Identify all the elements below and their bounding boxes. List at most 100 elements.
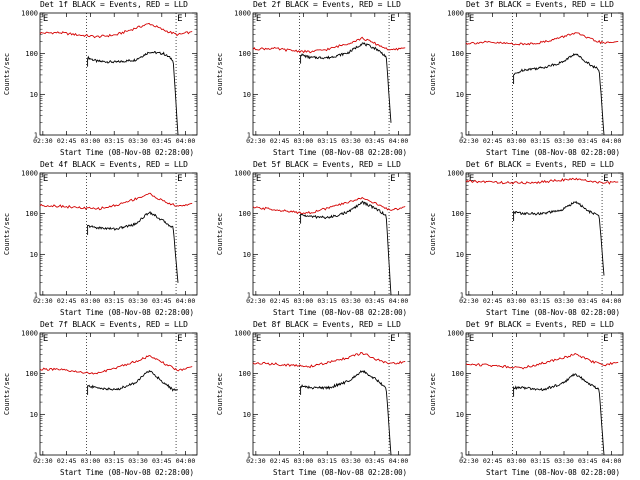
y-tick-label: 1000 [447, 10, 464, 18]
x-tick-label: 04:00 [602, 137, 622, 145]
y-axis-label: Counts/sec [3, 52, 12, 96]
event-marker-label: E [390, 174, 395, 184]
x-tick-label: 03:45 [152, 137, 172, 145]
lld-series-line [39, 192, 193, 211]
x-tick-label: 03:00 [507, 297, 527, 305]
event-marker-label: E [390, 14, 395, 24]
detector-panel: Det 6f BLACK = Events, RED = LLD 1 10 100 10… [426, 160, 639, 320]
x-tick-label: 02:45 [57, 297, 77, 305]
x-tick-label: 02:45 [270, 457, 290, 465]
events-series-line [300, 369, 392, 456]
y-tick-label: 10 [30, 411, 38, 419]
axes-frame [39, 332, 198, 456]
x-axis-label: Start Time (08-Nov-08 02:28:00) [486, 148, 620, 157]
x-tick-label: 03:30 [554, 297, 574, 305]
y-tick-label: 10 [243, 91, 251, 99]
axes-frame [39, 172, 198, 296]
x-tick-label: 03:30 [341, 137, 361, 145]
x-tick-label: 02:30 [459, 137, 479, 145]
lld-series-line [465, 32, 619, 46]
lld-series-line [252, 36, 406, 54]
event-marker-label: E [256, 14, 261, 24]
x-tick-label: 03:30 [128, 457, 148, 465]
detector-panel: Det 4f BLACK = Events, RED = LLD 1 10 100 10… [0, 160, 213, 320]
x-tick-label: 03:00 [507, 457, 527, 465]
lld-series-line [252, 196, 406, 215]
lld-series-line [39, 354, 193, 375]
panel-chart: 1 10 100 1000 02:30 02:45 03:00 03:15 03:30 03:45… [234, 170, 411, 305]
x-tick-label: 02:30 [246, 457, 266, 465]
panel-chart: 1 10 100 1000 02:30 02:45 03:00 03:15 03:30 03:45… [447, 330, 624, 465]
x-axis-label: Start Time (08-Nov-08 02:28:00) [273, 308, 407, 317]
x-tick-label: 04:00 [176, 297, 196, 305]
events-series-line [87, 369, 178, 395]
y-axis-label: Counts/sec [429, 52, 438, 96]
x-tick-label: 03:15 [104, 457, 124, 465]
x-tick-label: 03:30 [341, 297, 361, 305]
x-axis-label: Start Time (08-Nov-08 02:28:00) [60, 308, 194, 317]
x-tick-label: 03:00 [294, 137, 314, 145]
x-axis-label: Start Time (08-Nov-08 02:28:00) [273, 468, 407, 477]
y-tick-label: 1 [460, 292, 464, 300]
lld-series-line [465, 352, 619, 370]
y-tick-label: 10 [30, 91, 38, 99]
x-tick-label: 03:30 [554, 137, 574, 145]
x-tick-label: 03:00 [81, 457, 101, 465]
y-tick-label: 1000 [234, 10, 251, 18]
panel-title: Det 5f BLACK = Events, RED = LLD [253, 160, 401, 169]
event-marker-label: E [603, 14, 608, 24]
x-tick-label: 04:00 [389, 457, 409, 465]
y-tick-label: 100 [25, 210, 38, 218]
lld-series-line [39, 22, 193, 39]
y-tick-label: 1 [460, 132, 464, 140]
x-tick-label: 03:00 [294, 457, 314, 465]
event-marker-label: E [469, 174, 474, 184]
y-tick-label: 1 [34, 132, 38, 140]
x-tick-label: 02:45 [483, 297, 503, 305]
x-tick-label: 03:00 [294, 297, 314, 305]
axes-frame [465, 12, 624, 136]
panel-title: Det 3f BLACK = Events, RED = LLD [466, 0, 614, 9]
y-tick-label: 100 [25, 370, 38, 378]
event-marker-label: E [256, 174, 261, 184]
x-tick-label: 03:00 [81, 297, 101, 305]
event-marker-label: E [390, 334, 395, 344]
y-tick-label: 1 [34, 452, 38, 460]
detector-panel: Det 3f BLACK = Events, RED = LLD 1 10 100 10… [426, 0, 639, 160]
x-tick-label: 04:00 [176, 137, 196, 145]
x-tick-label: 04:00 [389, 297, 409, 305]
y-tick-label: 100 [451, 370, 464, 378]
detector-panel: Det 1f BLACK = Events, RED = LLD 1 10 100 10… [0, 0, 213, 160]
y-tick-label: 1 [247, 292, 251, 300]
x-tick-label: 03:15 [530, 137, 550, 145]
x-axis-label: Start Time (08-Nov-08 02:28:00) [273, 148, 407, 157]
detector-panel: Det 7f BLACK = Events, RED = LLD 1 10 100 10… [0, 320, 213, 480]
x-tick-label: 02:30 [459, 297, 479, 305]
event-marker-label: E [43, 334, 48, 344]
panel-chart: 1 10 100 1000 02:30 02:45 03:00 03:15 03:30 03:45… [234, 330, 411, 465]
event-marker-label: E [177, 14, 182, 24]
y-tick-label: 10 [456, 91, 464, 99]
y-tick-label: 100 [451, 210, 464, 218]
events-series-line [513, 200, 605, 276]
x-tick-label: 03:30 [554, 457, 574, 465]
axes-frame [252, 172, 411, 296]
panel-chart: 1 10 100 1000 02:30 02:45 03:00 03:15 03:30 03:45… [234, 10, 411, 145]
detector-panel: Det 5f BLACK = Events, RED = LLD 1 10 100 10… [213, 160, 426, 320]
y-tick-label: 100 [25, 50, 38, 58]
x-tick-label: 03:30 [341, 457, 361, 465]
x-tick-label: 04:00 [176, 457, 196, 465]
x-tick-label: 03:15 [317, 137, 337, 145]
y-tick-label: 1000 [234, 170, 251, 178]
x-tick-label: 03:45 [578, 297, 598, 305]
lld-series-line [465, 177, 619, 185]
y-axis-label: Counts/sec [216, 372, 225, 416]
events-series-line [300, 42, 392, 123]
x-tick-label: 02:45 [270, 137, 290, 145]
y-tick-label: 100 [451, 50, 464, 58]
y-axis-label: Counts/sec [216, 212, 225, 256]
x-tick-label: 02:30 [33, 297, 53, 305]
detector-panel: Det 2f BLACK = Events, RED = LLD 1 10 100 10… [213, 0, 426, 160]
panel-chart: 1 10 100 1000 02:30 02:45 03:00 03:15 03:30 03:45… [447, 170, 624, 305]
